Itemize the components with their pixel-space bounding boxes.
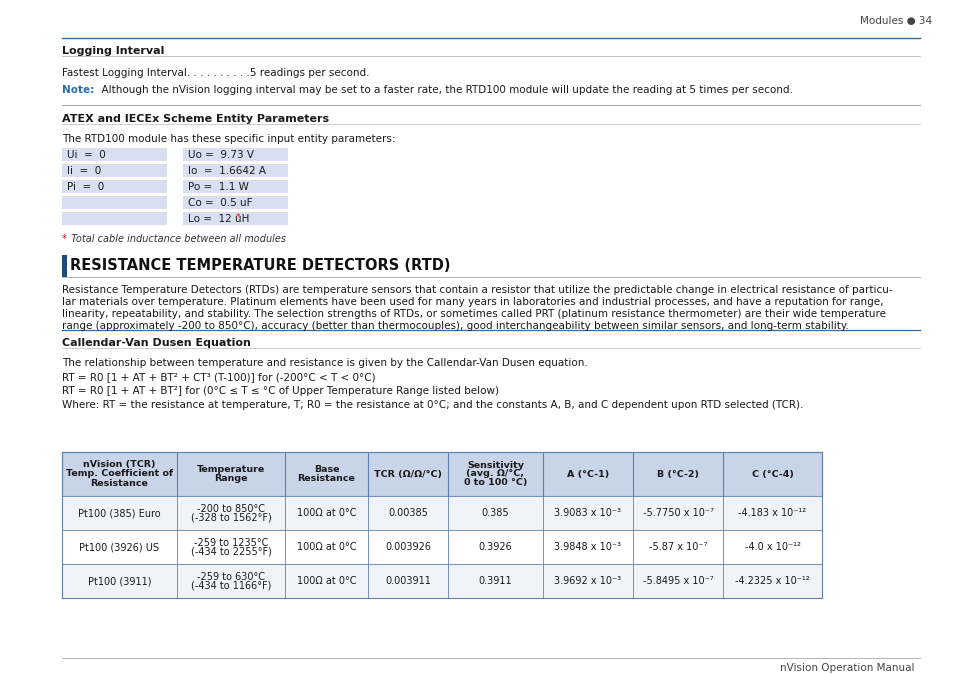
Text: A (°C-1): A (°C-1) bbox=[566, 470, 608, 479]
Bar bbox=[62, 530, 821, 564]
Bar bbox=[183, 164, 288, 177]
Text: 3.9692 x 10⁻³: 3.9692 x 10⁻³ bbox=[554, 576, 621, 587]
Text: 100Ω at 0°C: 100Ω at 0°C bbox=[296, 508, 355, 518]
Text: Note:: Note: bbox=[62, 85, 94, 95]
Text: -4.183 x 10⁻¹²: -4.183 x 10⁻¹² bbox=[738, 508, 805, 518]
Text: 100Ω at 0°C: 100Ω at 0°C bbox=[296, 576, 355, 587]
Bar bbox=[62, 148, 167, 161]
Text: -5.7750 x 10⁻⁷: -5.7750 x 10⁻⁷ bbox=[642, 508, 713, 518]
Bar bbox=[62, 180, 167, 193]
Text: The relationship between temperature and resistance is given by the Callendar-Va: The relationship between temperature and… bbox=[62, 358, 587, 368]
Text: (avg. Ω/°C,: (avg. Ω/°C, bbox=[466, 470, 524, 479]
Text: Co =  0.5 uF: Co = 0.5 uF bbox=[188, 198, 253, 208]
Text: Callendar-Van Dusen Equation: Callendar-Van Dusen Equation bbox=[62, 338, 251, 348]
Bar bbox=[183, 196, 288, 209]
Text: Pt100 (385) Euro: Pt100 (385) Euro bbox=[78, 508, 161, 518]
Text: The RTD100 module has these specific input entity parameters:: The RTD100 module has these specific inp… bbox=[62, 134, 395, 144]
Text: Lo =  12 uH: Lo = 12 uH bbox=[188, 214, 249, 224]
Text: Although the nVision logging interval may be set to a faster rate, the RTD100 mo: Although the nVision logging interval ma… bbox=[95, 85, 792, 95]
Text: -4.2325 x 10⁻¹²: -4.2325 x 10⁻¹² bbox=[735, 576, 809, 587]
Text: 0.385: 0.385 bbox=[481, 508, 509, 518]
Text: nVision Operation Manual: nVision Operation Manual bbox=[780, 663, 914, 673]
Bar bbox=[62, 496, 821, 530]
Text: Fastest Logging Interval. . . . . . . . . .5 readings per second.: Fastest Logging Interval. . . . . . . . … bbox=[62, 68, 369, 78]
Text: Resistance: Resistance bbox=[91, 479, 149, 487]
Text: Sensitivity: Sensitivity bbox=[467, 460, 523, 470]
Text: Resistance: Resistance bbox=[297, 474, 355, 483]
Bar bbox=[62, 452, 821, 496]
Text: 0.3926: 0.3926 bbox=[478, 542, 512, 552]
Text: Base: Base bbox=[314, 465, 339, 474]
Bar bbox=[183, 212, 288, 225]
Text: 100Ω at 0°C: 100Ω at 0°C bbox=[296, 542, 355, 552]
Text: Temperature: Temperature bbox=[196, 465, 265, 474]
Text: TCR (Ω/Ω/°C): TCR (Ω/Ω/°C) bbox=[374, 470, 441, 479]
Text: 0.003911: 0.003911 bbox=[385, 576, 431, 587]
Text: Ii  =  0: Ii = 0 bbox=[67, 166, 101, 176]
Text: Where: RT = the resistance at temperature, T; R0 = the resistance at 0°C; and th: Where: RT = the resistance at temperatur… bbox=[62, 400, 802, 410]
Text: *: * bbox=[62, 234, 67, 244]
Text: range (approximately -200 to 850°C), accuracy (better than thermocouples), good : range (approximately -200 to 850°C), acc… bbox=[62, 321, 848, 331]
Bar bbox=[183, 148, 288, 161]
Text: nVision (TCR): nVision (TCR) bbox=[83, 460, 155, 470]
Text: RT = R0 [1 + AT + BT² + CT³ (T-100)] for (-200°C < T < 0°C): RT = R0 [1 + AT + BT² + CT³ (T-100)] for… bbox=[62, 372, 375, 382]
Text: Logging Interval: Logging Interval bbox=[62, 46, 164, 56]
Text: RT = R0 [1 + AT + BT²] for (0°C ≤ T ≤ °C of Upper Temperature Range listed below: RT = R0 [1 + AT + BT²] for (0°C ≤ T ≤ °C… bbox=[62, 386, 498, 396]
Text: 0 to 100 °C): 0 to 100 °C) bbox=[463, 479, 527, 487]
Bar bbox=[62, 164, 167, 177]
Text: Pt100 (3926) US: Pt100 (3926) US bbox=[79, 542, 159, 552]
Bar bbox=[62, 212, 167, 225]
Text: (-328 to 1562°F): (-328 to 1562°F) bbox=[191, 513, 271, 523]
Text: 0.003926: 0.003926 bbox=[385, 542, 431, 552]
Text: 0.3911: 0.3911 bbox=[478, 576, 512, 587]
Text: Pt100 (3911): Pt100 (3911) bbox=[88, 576, 152, 587]
Text: Pi  =  0: Pi = 0 bbox=[67, 182, 104, 192]
Text: RESISTANCE TEMPERATURE DETECTORS (RTD): RESISTANCE TEMPERATURE DETECTORS (RTD) bbox=[70, 258, 450, 273]
Text: 3.9848 x 10⁻³: 3.9848 x 10⁻³ bbox=[554, 542, 620, 552]
Text: (-434 to 2255°F): (-434 to 2255°F) bbox=[191, 547, 272, 557]
Text: Uo =  9.73 V: Uo = 9.73 V bbox=[188, 150, 253, 160]
Text: -5.8495 x 10⁻⁷: -5.8495 x 10⁻⁷ bbox=[642, 576, 713, 587]
Bar bbox=[62, 255, 67, 277]
Text: Ui  =  0: Ui = 0 bbox=[67, 150, 106, 160]
Text: Temp. Coefficient of: Temp. Coefficient of bbox=[66, 470, 172, 479]
Text: Po =  1.1 W: Po = 1.1 W bbox=[188, 182, 249, 192]
Text: 3.9083 x 10⁻³: 3.9083 x 10⁻³ bbox=[554, 508, 620, 518]
Text: Resistance Temperature Detectors (RTDs) are temperature sensors that contain a r: Resistance Temperature Detectors (RTDs) … bbox=[62, 285, 892, 295]
Text: Modules ● 34: Modules ● 34 bbox=[859, 16, 931, 26]
Bar bbox=[183, 180, 288, 193]
Text: lar materials over temperature. Platinum elements have been used for many years : lar materials over temperature. Platinum… bbox=[62, 297, 882, 307]
Text: linearity, repeatability, and stability. The selection strengths of RTDs, or som: linearity, repeatability, and stability.… bbox=[62, 309, 885, 319]
Text: Total cable inductance between all modules: Total cable inductance between all modul… bbox=[68, 234, 286, 244]
Text: Io  =  1.6642 A: Io = 1.6642 A bbox=[188, 166, 266, 176]
Bar bbox=[62, 564, 821, 598]
Text: -200 to 850°C: -200 to 850°C bbox=[196, 504, 265, 514]
Text: (-434 to 1166°F): (-434 to 1166°F) bbox=[191, 581, 271, 591]
Text: -5.87 x 10⁻⁷: -5.87 x 10⁻⁷ bbox=[648, 542, 706, 552]
Text: *: * bbox=[235, 213, 239, 222]
Text: -4.0 x 10⁻¹²: -4.0 x 10⁻¹² bbox=[743, 542, 800, 552]
Text: -259 to 630°C: -259 to 630°C bbox=[196, 572, 265, 581]
Text: C (°C-4): C (°C-4) bbox=[751, 470, 793, 479]
Text: 0.00385: 0.00385 bbox=[388, 508, 428, 518]
Text: -259 to 1235°C: -259 to 1235°C bbox=[193, 537, 268, 547]
Text: ATEX and IECEx Scheme Entity Parameters: ATEX and IECEx Scheme Entity Parameters bbox=[62, 114, 329, 124]
Text: Range: Range bbox=[214, 474, 248, 483]
Text: B (°C-2): B (°C-2) bbox=[657, 470, 699, 479]
Bar bbox=[62, 196, 167, 209]
